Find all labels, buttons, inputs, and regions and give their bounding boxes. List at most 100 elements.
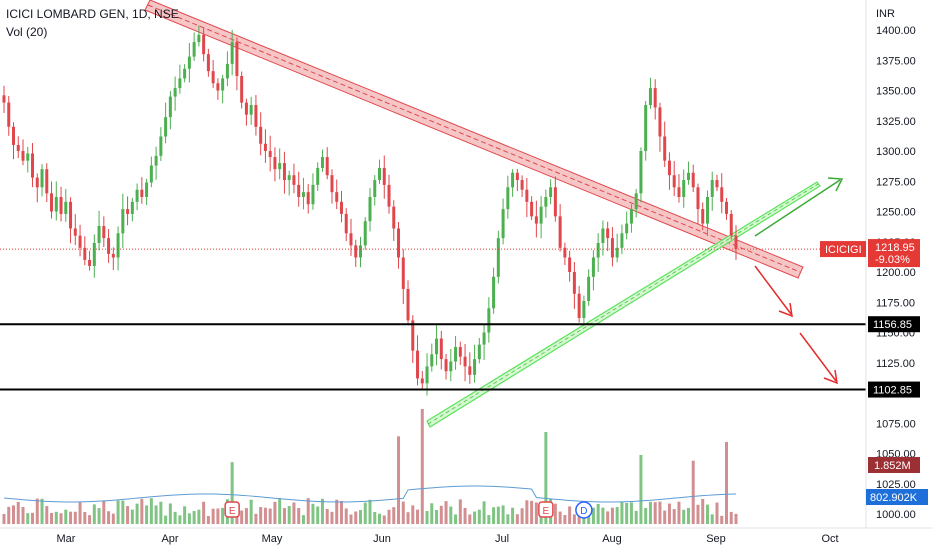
event-marker-d[interactable]: D xyxy=(575,501,593,519)
candle-body xyxy=(311,184,315,205)
candle-body xyxy=(430,354,434,367)
volume-bar xyxy=(401,501,405,524)
time-tick-label: Apr xyxy=(161,533,178,545)
candle-body xyxy=(416,350,420,379)
volume-bar xyxy=(325,508,329,524)
volume-bar xyxy=(35,498,39,524)
last-price-text: 1218.95 xyxy=(875,242,915,254)
volume-bar xyxy=(126,506,130,524)
candle-body xyxy=(2,95,6,103)
candle-body xyxy=(705,196,709,224)
volume-bar xyxy=(648,501,652,524)
volume-bar xyxy=(7,506,11,524)
volume-bar xyxy=(454,514,458,524)
volume-bar xyxy=(268,508,272,524)
volume-bar xyxy=(658,501,662,524)
volume-bar xyxy=(686,507,690,524)
volume-bar xyxy=(140,498,144,524)
time-tick-label: Aug xyxy=(602,533,622,545)
price-tick-label: 1075.00 xyxy=(876,418,916,430)
candle-body xyxy=(587,276,591,302)
price-tick-label: 1125.00 xyxy=(876,358,915,370)
volume-bar xyxy=(287,506,291,524)
candle-body xyxy=(378,167,382,181)
event-marker-e[interactable]: E xyxy=(224,501,240,518)
volume-bar xyxy=(368,499,372,524)
arrow-red-down-2[interactable] xyxy=(799,332,837,382)
symbol-header[interactable]: ICICI LOMBARD GEN, 1D, NSE xyxy=(6,7,179,21)
candle-body xyxy=(73,228,77,236)
volume-bar xyxy=(59,513,63,524)
volume-bar xyxy=(449,506,453,524)
volume-bar xyxy=(487,515,491,524)
drawing-annotations[interactable] xyxy=(144,0,821,428)
time-tick-label: Oct xyxy=(821,533,838,545)
volume-bar xyxy=(154,505,158,524)
time-tick-label: May xyxy=(262,533,283,545)
candle-body xyxy=(363,221,367,246)
candle-body xyxy=(164,117,168,137)
candle-body xyxy=(397,228,401,258)
earnings-icon[interactable] xyxy=(538,501,554,518)
volume-bar xyxy=(240,510,244,524)
candle-body xyxy=(492,276,496,309)
volume-bar xyxy=(667,503,671,524)
candle-body xyxy=(672,175,676,188)
price-tick-label: 1300.00 xyxy=(876,146,916,158)
volume-bar xyxy=(682,509,686,524)
volume-bar xyxy=(159,501,163,524)
arrow-red-down-1[interactable] xyxy=(754,265,792,315)
volume-bar xyxy=(149,498,153,524)
volume-bar xyxy=(568,506,572,524)
candle-body xyxy=(249,105,253,115)
candle-body xyxy=(501,209,505,239)
candle-body xyxy=(572,272,576,294)
earnings-icon[interactable] xyxy=(224,501,240,518)
volume-bar xyxy=(344,508,348,524)
candle-body xyxy=(710,180,714,197)
volume-bar xyxy=(430,503,434,524)
arrow-green-up[interactable] xyxy=(754,179,841,237)
candle-body xyxy=(439,338,443,360)
volume-bar xyxy=(506,514,510,524)
candle-body xyxy=(97,226,101,243)
candle-body xyxy=(335,192,339,202)
candle-body xyxy=(610,238,614,258)
price-tick-label: 1200.00 xyxy=(876,267,916,279)
projection-arrows[interactable] xyxy=(754,177,844,385)
candle-body xyxy=(154,155,158,166)
price-tick-label: 1000.00 xyxy=(876,509,916,521)
candle-body xyxy=(454,347,458,362)
candle-body xyxy=(121,209,125,234)
price-tick-label: 1375.00 xyxy=(876,55,916,67)
volume-bar xyxy=(363,502,367,524)
event-marker-e[interactable]: E xyxy=(538,501,554,518)
volume-bar xyxy=(477,509,481,524)
volume-bar xyxy=(107,511,111,524)
volume-bar xyxy=(102,500,106,524)
volume-bar xyxy=(263,507,267,524)
candle-body xyxy=(696,187,700,210)
candle-body xyxy=(330,175,334,193)
candle-body xyxy=(515,172,519,181)
volume-bar xyxy=(168,503,172,524)
volume-bar xyxy=(244,508,248,524)
volume-bar xyxy=(615,507,619,524)
dividend-icon[interactable] xyxy=(575,501,593,519)
candle-body xyxy=(601,228,605,243)
candle-body xyxy=(701,209,705,224)
volume-bar xyxy=(734,513,738,524)
volume-bar xyxy=(297,508,301,524)
candle-body xyxy=(582,301,586,318)
candle-body xyxy=(401,257,405,289)
volume-bar xyxy=(558,511,562,524)
candle-body xyxy=(254,105,258,127)
candle-body xyxy=(64,201,68,214)
candle-body xyxy=(691,172,695,188)
volume-indicator-label[interactable]: Vol (20) xyxy=(6,25,48,39)
candle-body xyxy=(168,96,172,118)
support-levels[interactable] xyxy=(0,248,866,391)
candle-body xyxy=(648,88,652,106)
candle-body xyxy=(358,245,362,258)
